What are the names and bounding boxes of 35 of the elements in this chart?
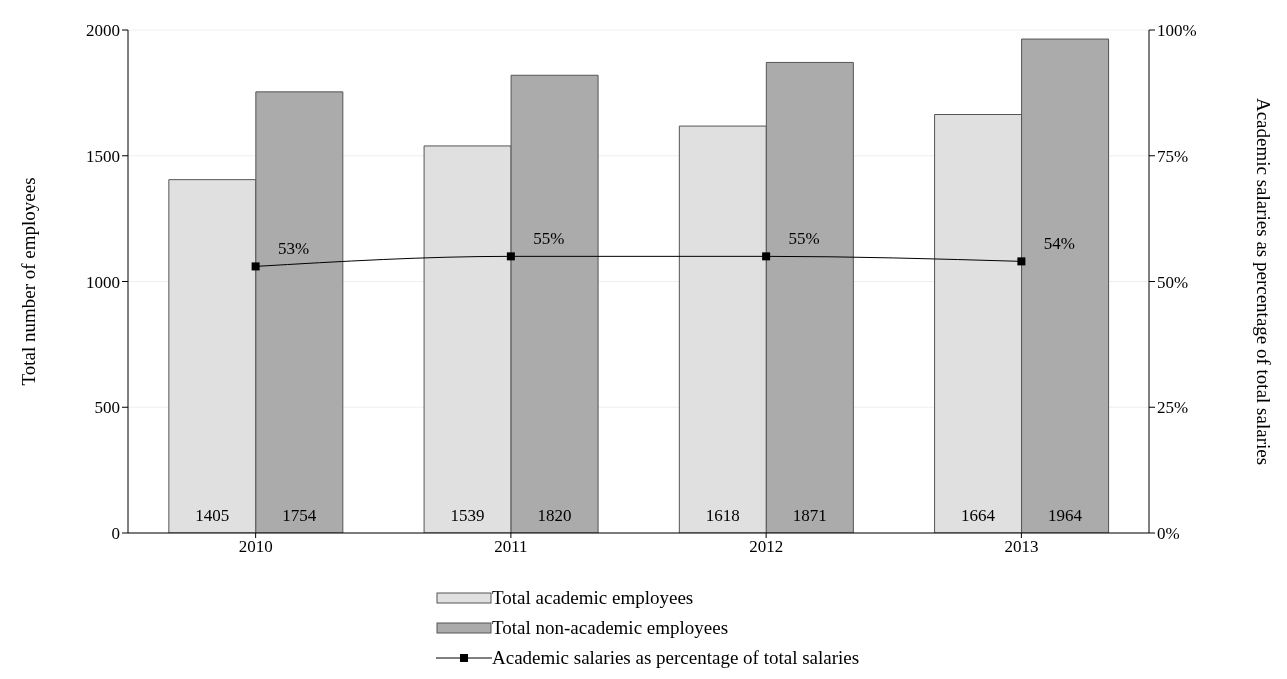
y2-tick-label: 0% — [1157, 524, 1180, 544]
data-label: 55% — [788, 229, 820, 249]
x-tick-label: 2011 — [494, 537, 528, 557]
point — [251, 262, 260, 271]
point — [762, 252, 771, 261]
point — [506, 252, 515, 261]
data-label: 55% — [533, 229, 565, 249]
y-tick-label: 1500 — [86, 146, 120, 166]
y-tick-label: 500 — [94, 398, 120, 418]
x-tick-label: 2013 — [1004, 537, 1039, 557]
y2-tick-label: 25% — [1157, 398, 1189, 418]
data-label: 54% — [1043, 234, 1075, 254]
legend-label: Total academic employees — [492, 587, 694, 609]
x-tick-label: 2010 — [238, 537, 273, 557]
y-tick-label: 1000 — [86, 272, 120, 292]
legend-label: Total non-academic employees — [492, 617, 729, 639]
data-label: 1871 — [792, 506, 827, 525]
point — [1017, 257, 1026, 266]
data-label: 1964 — [1048, 506, 1083, 525]
data-label: 1754 — [282, 506, 317, 525]
x-tick-label: 2012 — [749, 537, 784, 557]
y-axis-title: Total number of employees — [17, 177, 39, 386]
legend-label: Academic salaries as percentage of total salaries — [492, 647, 860, 669]
y2-tick-label: 50% — [1157, 272, 1189, 292]
data-label: 1820 — [537, 506, 572, 525]
y-tick-label: 2000 — [86, 21, 120, 41]
y2-tick-label: 100% — [1157, 21, 1197, 41]
data-label: 53% — [278, 239, 310, 259]
y2-axis-title: Academic salaries as percentage of total salaries — [1253, 97, 1275, 466]
data-label: 1664 — [961, 506, 996, 525]
data-label: 1618 — [705, 506, 740, 525]
y-tick-label: 0 — [111, 524, 120, 544]
data-label: 1539 — [450, 506, 485, 525]
data-label: 1405 — [195, 506, 230, 525]
y2-tick-label: 75% — [1157, 146, 1189, 166]
